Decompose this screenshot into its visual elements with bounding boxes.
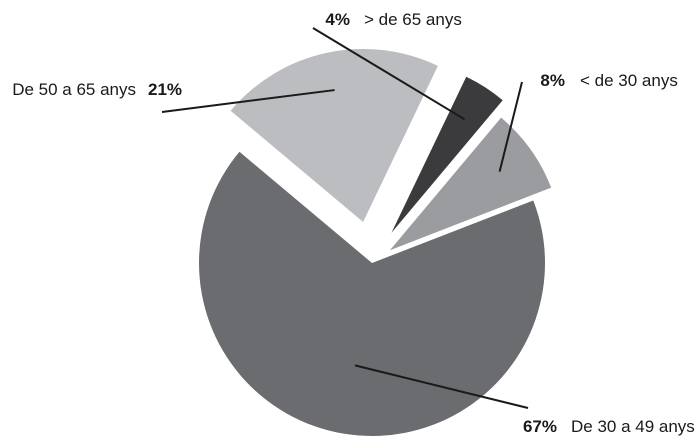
leader-lines: [161, 27, 529, 409]
leader-line: [161, 89, 335, 113]
slice-label-pct: 8%: [540, 71, 565, 90]
slice-label-pct: 67%: [523, 417, 557, 436]
slice-label-name: De 30 a 49 anys: [571, 417, 695, 436]
pie-slice: [198, 151, 545, 437]
slice-label-name: < de 30 anys: [580, 71, 678, 90]
pie-slice: [389, 117, 552, 251]
slice-label-name: > de 65 anys: [364, 10, 462, 29]
pie-slices: [198, 48, 552, 437]
slice-label-name: De 50 a 65 anys: [12, 80, 136, 99]
slice-label-pct: 4%: [325, 10, 350, 29]
pie-slice: [230, 48, 438, 222]
slice-label-pct: 21%: [148, 80, 182, 99]
leader-line: [498, 81, 523, 172]
leader-line: [354, 364, 529, 409]
leader-line: [312, 27, 466, 121]
pie-slice: [391, 76, 503, 233]
